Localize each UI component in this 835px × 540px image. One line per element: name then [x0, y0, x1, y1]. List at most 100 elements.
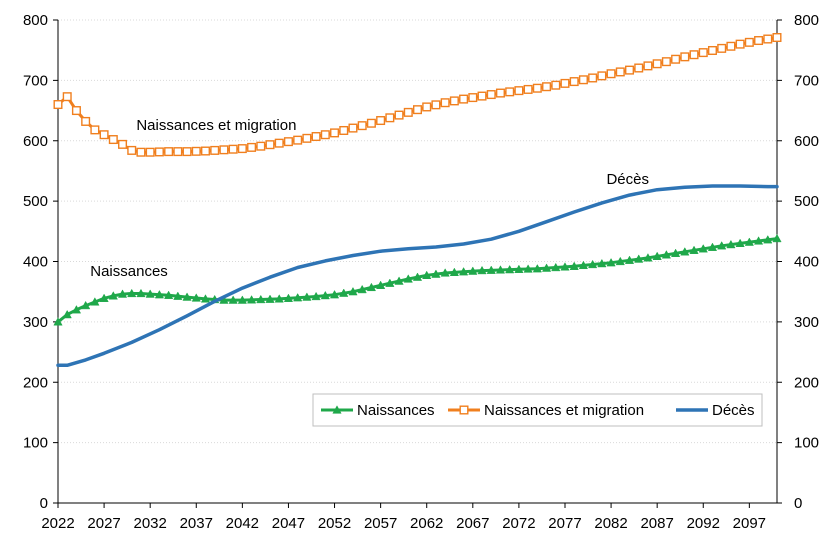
data-point-marker — [698, 244, 708, 253]
data-point-marker — [735, 238, 745, 247]
data-point-marker — [385, 113, 395, 123]
y-tick-label-right: 600 — [794, 133, 819, 150]
data-point-marker — [449, 267, 459, 276]
data-point-marker — [108, 135, 118, 145]
x-tick-label: 2052 — [318, 515, 351, 532]
data-point-marker — [394, 276, 404, 285]
data-point-marker — [772, 33, 782, 43]
x-tick-label: 2022 — [41, 515, 74, 532]
data-point-marker — [588, 259, 598, 269]
data-point-marker — [293, 293, 303, 302]
data-point-marker — [652, 251, 662, 260]
data-point-marker — [191, 146, 201, 156]
series-naissances-et-migration — [53, 33, 782, 157]
data-point-marker — [578, 75, 588, 85]
data-point-marker — [99, 130, 109, 140]
data-point-marker — [127, 145, 137, 155]
data-point-marker — [81, 300, 91, 310]
data-point-marker — [431, 100, 441, 110]
data-point-marker — [145, 147, 155, 157]
data-point-marker — [440, 98, 450, 108]
data-point-marker — [569, 77, 579, 87]
data-point-marker — [486, 265, 496, 274]
data-point-marker — [320, 290, 330, 300]
data-point-marker — [597, 71, 607, 81]
data-point-marker — [394, 110, 404, 120]
legend: Naissances Naissances et migration Décès — [312, 393, 763, 427]
x-tick-label: 2057 — [364, 515, 397, 532]
data-point-marker — [643, 253, 653, 262]
data-point-marker — [763, 235, 773, 244]
y-tick-label-right: 800 — [794, 12, 819, 29]
data-point-marker — [311, 132, 321, 142]
data-point-marker — [763, 34, 773, 44]
data-point-marker — [228, 295, 238, 304]
series-annotation: Naissances et migration — [136, 117, 296, 134]
data-point-marker — [578, 260, 589, 270]
data-point-marker — [532, 264, 542, 273]
legend-marker — [459, 405, 469, 415]
data-point-marker — [145, 289, 155, 298]
y-tick-label-left: 600 — [23, 133, 48, 150]
data-point-marker — [726, 41, 736, 51]
data-point-marker — [154, 147, 164, 157]
data-point-marker — [422, 270, 432, 279]
data-point-marker — [265, 294, 275, 303]
y-tick-label-right: 300 — [794, 314, 819, 331]
data-point-marker — [689, 50, 699, 60]
x-tick-label: 2062 — [410, 515, 443, 532]
data-point-marker — [541, 263, 552, 272]
data-point-marker — [431, 269, 441, 278]
y-tick-label-right: 100 — [794, 435, 819, 452]
data-point-marker — [173, 291, 183, 300]
data-point-marker — [108, 291, 118, 300]
series-layer — [53, 33, 782, 368]
annotations: Naissances et migration Naissances Décès — [90, 117, 649, 280]
x-tick-labels: 2022 2027 2032 2037 2042 2047 2052 2057 2062 2067… — [41, 515, 766, 532]
series-line — [56, 36, 779, 154]
data-point-marker — [606, 257, 616, 267]
data-point-marker — [542, 82, 552, 92]
data-point-marker — [200, 294, 211, 303]
y-tick-label-left: 0 — [40, 495, 48, 512]
data-point-marker — [744, 37, 754, 47]
data-point-marker — [671, 54, 681, 64]
data-point-marker — [293, 135, 303, 145]
data-point-marker — [283, 293, 294, 302]
data-point-marker — [514, 264, 524, 273]
data-point-marker — [505, 264, 515, 274]
y-tick-label-left: 500 — [23, 193, 48, 210]
data-point-marker — [689, 245, 699, 254]
data-point-marker — [348, 286, 358, 296]
data-point-marker — [90, 297, 100, 306]
data-point-marker — [634, 63, 644, 73]
data-point-marker — [265, 140, 275, 150]
series-line — [56, 184, 779, 368]
data-point-marker — [551, 80, 561, 90]
x-tick-label: 2037 — [180, 515, 213, 532]
data-point-marker — [357, 284, 367, 294]
data-point-marker — [191, 293, 201, 302]
series-annotation: Naissances — [90, 263, 168, 280]
y-tick-label-right: 200 — [794, 374, 819, 391]
legend-marker — [332, 405, 342, 414]
data-point-marker — [173, 147, 183, 157]
data-point-marker — [403, 274, 413, 283]
x-tick-label: 2027 — [87, 515, 120, 532]
y-tick-label-left: 300 — [23, 314, 48, 331]
data-point-marker — [348, 123, 358, 133]
x-tick-label: 2032 — [133, 515, 166, 532]
y-tick-label-left: 700 — [23, 72, 48, 89]
data-point-marker — [246, 295, 257, 304]
data-point-marker — [680, 52, 690, 62]
x-tick-label: 2082 — [594, 515, 627, 532]
data-point-marker — [670, 248, 681, 257]
data-point-marker — [357, 121, 367, 131]
data-point-marker — [588, 73, 598, 83]
data-point-marker — [118, 139, 128, 149]
data-point-marker — [99, 293, 109, 302]
data-point-marker — [523, 84, 533, 94]
y-tick-label-left: 400 — [23, 254, 48, 271]
data-point-marker — [625, 65, 635, 75]
